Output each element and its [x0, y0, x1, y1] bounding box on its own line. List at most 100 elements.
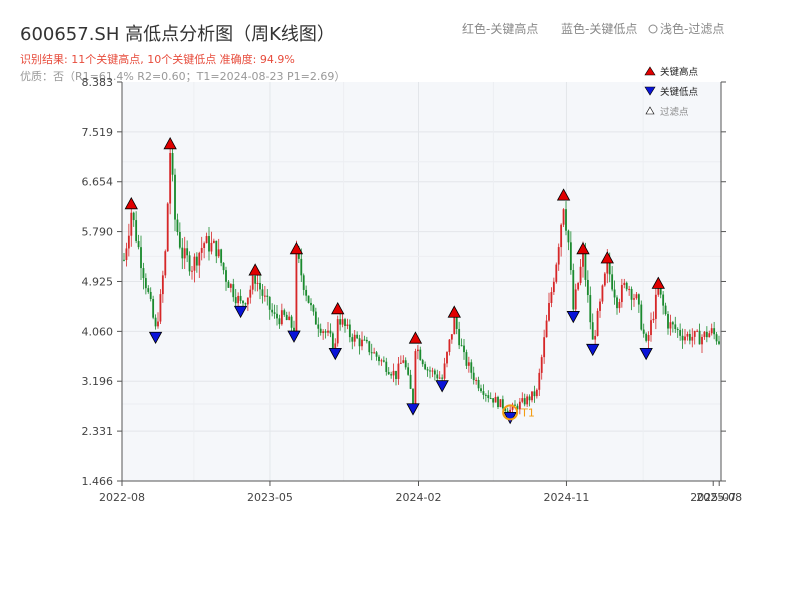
candle-body: [659, 287, 662, 295]
candle-body: [633, 298, 635, 300]
candle-body: [645, 333, 648, 341]
candle-body: [654, 294, 657, 319]
candle-body: [329, 330, 332, 334]
candle-body: [176, 219, 179, 232]
candle-body: [378, 356, 380, 362]
candle-body: [412, 388, 414, 405]
candle-body: [526, 396, 529, 405]
candle-body: [390, 374, 393, 376]
x-tick-label: 2025-08: [696, 491, 742, 504]
candle-body: [186, 248, 189, 256]
candle-body: [385, 361, 388, 372]
candle-body: [421, 360, 424, 365]
candle-body: [586, 279, 589, 296]
candle-body: [596, 310, 599, 336]
candle-body: [278, 318, 281, 325]
candle-body: [307, 295, 310, 303]
candle-body: [361, 339, 363, 347]
candle-body: [681, 335, 684, 341]
candle-body: [159, 294, 162, 322]
candle-body: [642, 329, 645, 334]
candle-body: [548, 302, 550, 321]
candle-body: [582, 250, 584, 267]
candle-body: [676, 328, 679, 331]
key-high-marker: [600, 251, 614, 264]
candle-body: [511, 404, 514, 410]
key-high-marker: [447, 305, 461, 318]
candle-body: [222, 262, 225, 271]
candle-body: [276, 313, 278, 319]
candle-body: [664, 305, 667, 315]
candle-body: [477, 379, 480, 389]
candle-body: [402, 360, 405, 363]
legend-low-label: 关键低点: [660, 86, 699, 98]
candle-body: [152, 299, 155, 318]
candle-body: [314, 311, 317, 325]
key-low-marker: [328, 347, 342, 361]
candle-body: [650, 320, 652, 336]
candle-body: [613, 289, 616, 298]
candle-body: [482, 391, 485, 395]
candle-body: [455, 315, 458, 329]
candle-body: [382, 360, 385, 362]
x-tick-label: 2023-05: [247, 491, 293, 504]
key-high-marker: [408, 331, 423, 344]
candle-body: [492, 398, 495, 403]
result-summary: 识别结果: 11个关键高点, 10个关键低点 准确度: 94.9%: [20, 52, 295, 66]
candle-body: [280, 310, 283, 325]
candle-body: [443, 363, 446, 379]
candle-body: [531, 391, 533, 401]
candle-body: [127, 235, 130, 249]
x-tick-label: 2025-07: [690, 491, 736, 504]
candle-body: [217, 249, 220, 257]
chart-legend: 关键高点 关键低点 过滤点: [644, 66, 699, 118]
candle-body: [703, 331, 706, 337]
candle-body: [266, 295, 269, 297]
candle-body: [562, 209, 565, 225]
candle-body: [365, 339, 368, 342]
candle-body: [487, 395, 490, 399]
candle-body: [244, 303, 247, 305]
candle-body: [300, 258, 303, 276]
candle-body: [489, 398, 492, 400]
candle-body: [480, 388, 482, 392]
candle-body: [135, 220, 138, 242]
y-tick-label: 1.466: [82, 475, 114, 488]
candle-body: [322, 331, 325, 333]
candle-body: [181, 247, 184, 259]
key-low-marker: [586, 343, 600, 357]
candle-body: [368, 341, 371, 353]
candle-body: [528, 396, 531, 401]
candle-body: [494, 396, 497, 403]
x-tick-label: 2024-11: [543, 491, 589, 504]
key-high-marker: [248, 263, 262, 276]
candle-body: [569, 242, 572, 271]
candle-body: [312, 305, 315, 312]
candle-body: [149, 291, 152, 300]
candle-body: [161, 275, 164, 295]
candle-body: [436, 374, 439, 379]
candle-body: [237, 295, 240, 304]
candle-body: [718, 341, 720, 344]
candle-body: [484, 394, 487, 396]
candle-body: [193, 256, 196, 271]
candle-body: [157, 321, 159, 327]
candle-body: [285, 314, 288, 321]
y-tick-label: 6.654: [82, 176, 114, 189]
key-low-marker: [233, 305, 248, 319]
candle-body: [589, 295, 592, 323]
candle-body: [375, 352, 378, 357]
candle-body: [686, 333, 689, 337]
candle-body: [625, 282, 628, 290]
candle-body: [208, 236, 210, 252]
candle-body: [674, 324, 677, 329]
header-legend-light-icon: [648, 24, 658, 34]
candle-body: [205, 236, 208, 244]
candle-body: [448, 339, 451, 353]
candle-body: [557, 247, 560, 265]
candle-body: [463, 345, 465, 353]
candle-body: [273, 312, 276, 314]
key-high-marker: [556, 188, 571, 201]
candle-body: [358, 338, 361, 347]
candle-body: [125, 248, 128, 261]
